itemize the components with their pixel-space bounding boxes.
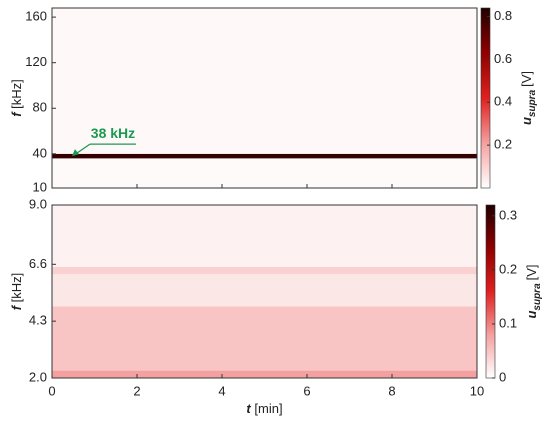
plot-frame: [51, 7, 478, 189]
heat-band: [52, 266, 477, 275]
y-label-unit: [kHz]: [9, 79, 24, 109]
annotation-arrowhead: [71, 149, 79, 157]
cbar-tick-label: 0.2: [494, 137, 512, 152]
cbar-tick-label: 0.8: [494, 8, 512, 23]
y-label-symbol: f: [9, 111, 24, 117]
y-axis-label: f [kHz]: [9, 79, 24, 117]
c-label-unit: [V]: [519, 71, 534, 87]
x-label-unit: [min]: [254, 401, 282, 416]
c-label-unit: [V]: [524, 264, 539, 280]
cbar-tick-label: 0.2: [499, 261, 517, 276]
c-label-sub: supra: [527, 89, 538, 117]
heat-band: [52, 158, 477, 188]
heat-band: [52, 153, 477, 159]
x-tick-label: 4: [218, 383, 225, 398]
cbar-tick-label: 0.1: [499, 315, 517, 330]
y-label-symbol: f: [9, 304, 24, 310]
x-tick-label: 2: [133, 383, 140, 398]
x-tick-label: 6: [303, 383, 310, 398]
x-label-symbol: t: [246, 401, 251, 416]
heat-band: [52, 370, 477, 378]
c-label-symbol: u: [524, 311, 539, 319]
y-axis-label: f [kHz]: [9, 273, 24, 311]
y-tick-label: 9.0: [29, 196, 47, 211]
heat-band: [52, 274, 477, 307]
x-tick-label: 10: [470, 383, 484, 398]
heat-band: [52, 306, 477, 371]
cbar-tick-label: 0: [499, 369, 506, 384]
x-tick-label: 8: [388, 383, 395, 398]
y-tick-label: 10: [33, 179, 47, 194]
y-tick-label: 160: [25, 9, 47, 24]
heat-band: [52, 205, 477, 267]
plot-frame: [51, 204, 478, 379]
c-label-symbol: u: [519, 117, 534, 125]
x-tick-label: 0: [48, 383, 55, 398]
cbar-label: usupra [V]: [524, 264, 542, 318]
x-axis-label: t [min]: [246, 401, 282, 416]
y-tick-label: 120: [25, 54, 47, 69]
cbar-tick-label: 0.6: [494, 51, 512, 66]
cbar-tick-label: 0.4: [494, 94, 512, 109]
y-tick-label: 4.3: [29, 313, 47, 328]
c-label-sub: supra: [532, 283, 543, 311]
y-tick-label: 40: [33, 145, 47, 160]
heat-band: [52, 8, 477, 154]
colorbar: [480, 7, 491, 189]
y-label-unit: [kHz]: [9, 273, 24, 303]
annotation-text: 38 kHz: [91, 125, 135, 141]
colorbar: [485, 204, 496, 379]
cbar-tick-label: 0.3: [499, 207, 517, 222]
cbar-label: usupra [V]: [519, 71, 537, 125]
y-tick-label: 80: [33, 100, 47, 115]
y-tick-label: 2.0: [29, 369, 47, 384]
y-tick-label: 6.6: [29, 256, 47, 271]
